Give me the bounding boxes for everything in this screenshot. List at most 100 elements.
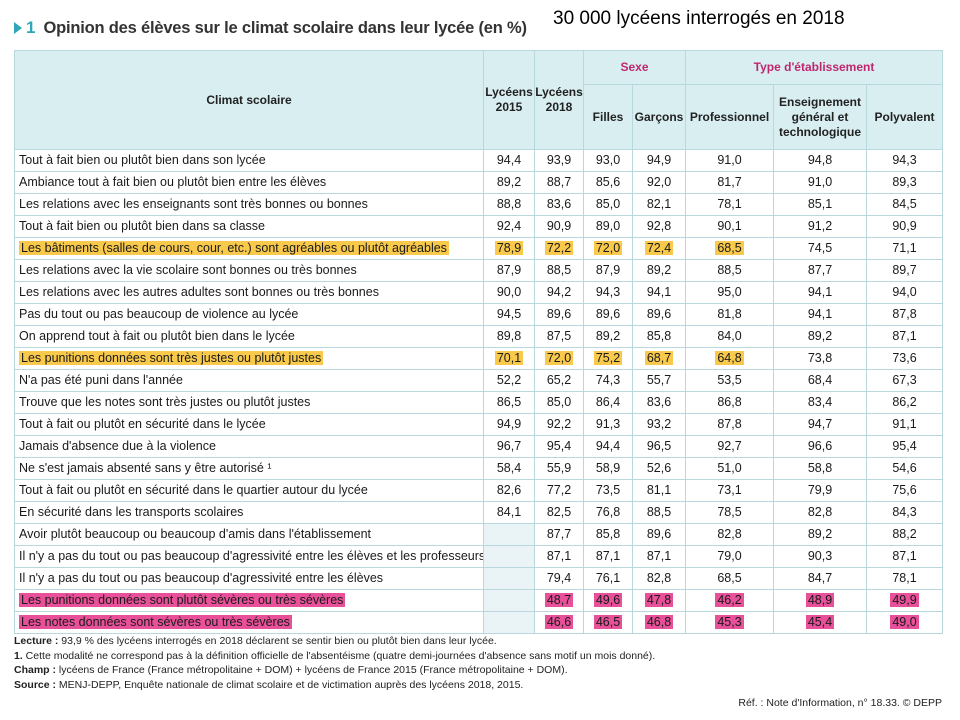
value-text: 87,8 — [892, 307, 917, 321]
footer-notes: Lecture : 93,9 % des lycéens interrogés … — [14, 634, 655, 692]
value-cell: 88,2 — [865, 523, 944, 546]
value-text: 76,1 — [595, 571, 621, 585]
value-cell: 89,2 — [773, 325, 867, 348]
table-row: En sécurité dans les transports scolaire… — [14, 501, 944, 524]
value-cell: 72,2 — [534, 237, 584, 260]
value-cell: 89,3 — [865, 171, 944, 194]
value-cell: 73,8 — [773, 347, 867, 370]
table-row: Tout à fait ou plutôt en sécurité dans l… — [14, 479, 944, 502]
table-row: Tout à fait ou plutôt en sécurité dans l… — [14, 413, 944, 436]
value-cell: 85,8 — [583, 523, 633, 546]
value-text: 91,3 — [595, 417, 621, 431]
value-cell: 72,0 — [534, 347, 584, 370]
value-text: 82,8 — [807, 505, 833, 519]
row-label: Tout à fait bien ou plutôt bien dans son… — [14, 149, 484, 172]
value-cell: 92,7 — [685, 435, 774, 458]
value-cell: 90,9 — [534, 215, 584, 238]
value-text: 89,7 — [892, 263, 917, 277]
value-cell: 70,1 — [483, 347, 535, 370]
value-text: 72,4 — [644, 241, 674, 255]
value-text: 94,1 — [807, 285, 833, 299]
value-text: 82,1 — [646, 197, 672, 211]
value-text: 88,5 — [717, 263, 742, 277]
value-text: 79,4 — [546, 571, 572, 585]
value-cell: 87,7 — [773, 259, 867, 282]
table-row: Les relations avec les enseignants sont … — [14, 193, 944, 216]
value-cell: 75,2 — [583, 347, 633, 370]
row-label-text: Avoir plutôt beaucoup ou beaucoup d'amis… — [19, 527, 371, 541]
value-text: 94,9 — [496, 417, 522, 431]
value-text: 48,7 — [544, 593, 574, 607]
value-text: 68,7 — [644, 351, 674, 365]
value-cell: 74,5 — [773, 237, 867, 260]
value-text: 94,4 — [595, 439, 621, 453]
value-text: 92,2 — [546, 417, 572, 431]
table-row: Trouve que les notes sont très justes ou… — [14, 391, 944, 414]
empty-cell — [483, 545, 535, 568]
value-cell: 87,1 — [865, 545, 944, 568]
value-text: 79,9 — [807, 483, 833, 497]
value-cell: 89,7 — [865, 259, 944, 282]
value-cell: 45,4 — [773, 611, 867, 634]
value-text: 73,5 — [595, 483, 621, 497]
value-cell: 90,9 — [865, 215, 944, 238]
value-text: 68,5 — [715, 241, 744, 255]
value-text: 51,0 — [717, 461, 742, 475]
value-text: 82,8 — [646, 571, 672, 585]
header-lyceens-2015: Lycéens 2015 — [483, 50, 535, 150]
value-text: 87,5 — [546, 329, 572, 343]
value-text: 72,0 — [593, 241, 623, 255]
value-text: 94,8 — [807, 153, 833, 167]
value-cell: 84,1 — [483, 501, 535, 524]
value-cell: 84,3 — [865, 501, 944, 524]
value-text: 87,1 — [892, 549, 917, 563]
value-cell: 81,8 — [685, 303, 774, 326]
value-cell: 49,9 — [865, 589, 944, 612]
value-text: 91,2 — [807, 219, 833, 233]
value-cell: 88,5 — [632, 501, 686, 524]
row-label: Ne s'est jamais absenté sans y être auto… — [14, 457, 484, 480]
table-row: Les bâtiments (salles de cours, cour, et… — [14, 237, 944, 260]
value-text: 86,5 — [496, 395, 522, 409]
value-text: 87,1 — [646, 549, 672, 563]
value-cell: 93,2 — [632, 413, 686, 436]
value-cell: 52,6 — [632, 457, 686, 480]
value-cell: 79,9 — [773, 479, 867, 502]
empty-cell — [483, 611, 535, 634]
value-cell: 94,1 — [773, 281, 867, 304]
sample-size-note: 30 000 lycéens interrogés en 2018 — [553, 8, 845, 29]
value-text: 87,7 — [546, 527, 572, 541]
value-text: 87,9 — [496, 263, 522, 277]
value-text: 94,9 — [646, 153, 672, 167]
value-cell: 73,5 — [583, 479, 633, 502]
value-text: 72,2 — [544, 241, 574, 255]
value-text: 88,5 — [646, 505, 672, 519]
table-row: Les punitions données sont très justes o… — [14, 347, 944, 370]
row-label: Les punitions données sont très justes o… — [14, 347, 484, 370]
value-text: 45,3 — [715, 615, 744, 629]
row-label: Tout à fait bien ou plutôt bien dans sa … — [14, 215, 484, 238]
table-row: Il n'y a pas du tout ou pas beaucoup d'a… — [14, 567, 944, 590]
value-text: 90,9 — [892, 219, 917, 233]
value-cell: 87,5 — [534, 325, 584, 348]
row-label-text: Les relations avec les enseignants sont … — [19, 197, 368, 211]
value-cell: 46,6 — [534, 611, 584, 634]
value-cell: 58,4 — [483, 457, 535, 480]
value-text: 94,3 — [892, 153, 917, 167]
row-label-text: Pas du tout ou pas beaucoup de violence … — [19, 307, 299, 321]
header-climat-scolaire: Climat scolaire — [14, 50, 484, 150]
value-text: 90,0 — [496, 285, 522, 299]
figure-number: 1 — [26, 18, 36, 37]
value-cell: 55,7 — [632, 369, 686, 392]
value-cell: 94,4 — [583, 435, 633, 458]
value-cell: 54,6 — [865, 457, 944, 480]
value-cell: 85,0 — [583, 193, 633, 216]
row-label: Trouve que les notes sont très justes ou… — [14, 391, 484, 414]
value-cell: 52,2 — [483, 369, 535, 392]
value-text: 64,8 — [715, 351, 744, 365]
value-text: 89,2 — [646, 263, 672, 277]
value-text: 73,6 — [892, 351, 917, 365]
value-text: 94,7 — [807, 417, 833, 431]
footer-lecture: Lecture : 93,9 % des lycéens interrogés … — [14, 635, 497, 647]
value-cell: 87,7 — [534, 523, 584, 546]
